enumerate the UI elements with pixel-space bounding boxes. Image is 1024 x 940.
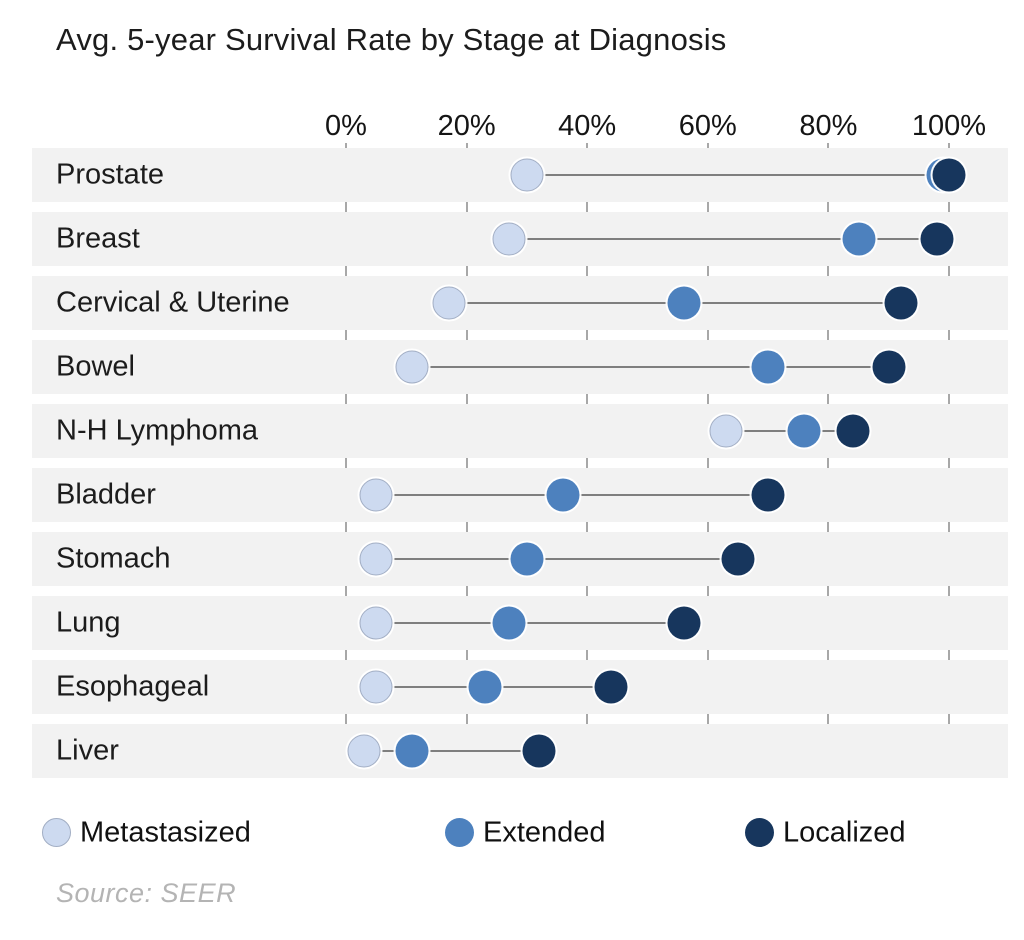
gridline: [345, 143, 347, 778]
connector-line: [508, 238, 937, 240]
category-label: N-H Lymphoma: [56, 414, 258, 447]
data-dot-localized: [836, 414, 870, 448]
data-dot-localized: [884, 286, 918, 320]
data-dot-extended: [787, 414, 821, 448]
data-dot-metastasized: [359, 478, 393, 512]
category-label: Prostate: [56, 158, 164, 191]
data-dot-extended: [546, 478, 580, 512]
data-dot-metastasized: [359, 542, 393, 576]
data-dot-metastasized: [395, 350, 429, 384]
gridline: [586, 143, 589, 778]
x-tick-label: 20%: [437, 110, 496, 142]
x-tick-label: 60%: [678, 110, 737, 142]
legend: Metastasized Extended Localized: [0, 812, 1024, 854]
data-dot-metastasized: [510, 158, 544, 192]
gridline: [827, 143, 830, 778]
chart-title: Avg. 5-year Survival Rate by Stage at Di…: [56, 22, 727, 57]
data-dot-localized: [522, 734, 556, 768]
data-dot-localized: [721, 542, 755, 576]
x-tick-label: 40%: [558, 110, 617, 142]
data-dot-localized: [751, 478, 785, 512]
data-dot-metastasized: [347, 734, 381, 768]
data-dot-extended: [492, 606, 526, 640]
data-dot-localized: [872, 350, 906, 384]
data-dot-extended: [395, 734, 429, 768]
category-label: Breast: [56, 222, 140, 255]
connector-line: [526, 174, 949, 176]
legend-dot-extended: [445, 818, 474, 847]
x-tick-label: 100%: [911, 110, 987, 142]
data-dot-localized: [594, 670, 628, 704]
data-dot-metastasized: [359, 670, 393, 704]
category-label: Liver: [56, 734, 119, 767]
gridline: [948, 143, 950, 778]
x-tick-label: 0%: [325, 110, 367, 142]
data-dot-localized: [932, 158, 966, 192]
connector-line: [364, 750, 539, 752]
legend-label: Localized: [783, 816, 906, 849]
category-label: Bladder: [56, 478, 156, 511]
legend-label: Metastasized: [80, 816, 251, 849]
category-label: Lung: [56, 606, 121, 639]
data-dot-extended: [468, 670, 502, 704]
legend-dot-metastasized: [42, 818, 71, 847]
legend-dot-localized: [745, 818, 774, 847]
connector-line: [376, 622, 684, 624]
plot-area: 0% 20% 40% 60% 80% 100% Prostate Breast Cervica…: [32, 110, 1008, 778]
data-dot-metastasized: [492, 222, 526, 256]
source-note: Source: SEER: [56, 878, 237, 908]
data-dot-extended: [751, 350, 785, 384]
data-dot-metastasized: [432, 286, 465, 320]
connector-line: [376, 558, 738, 560]
category-label: Esophageal: [56, 670, 210, 703]
gridline: [465, 143, 468, 778]
data-dot-extended: [510, 542, 544, 576]
data-dot-localized: [920, 222, 954, 256]
category-label: Stomach: [56, 542, 171, 575]
data-dot-metastasized: [359, 606, 393, 640]
data-dot-metastasized: [709, 414, 743, 448]
gridline: [706, 143, 709, 778]
category-label: Bowel: [56, 350, 135, 383]
data-dot-localized: [667, 606, 701, 640]
legend-label: Extended: [483, 816, 606, 849]
x-tick-label: 80%: [799, 110, 858, 142]
category-label: Cervical & Uterine: [56, 286, 290, 319]
connector-line: [412, 366, 889, 368]
data-dot-extended: [667, 286, 701, 320]
data-dot-extended: [842, 222, 876, 256]
